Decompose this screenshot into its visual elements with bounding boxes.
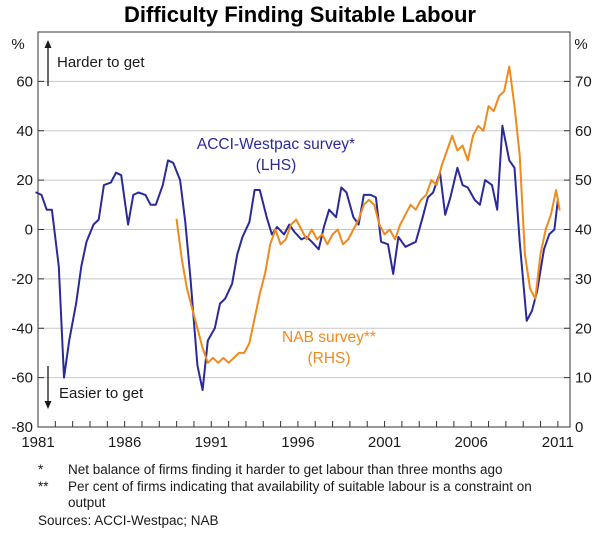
left-tick-label: -20: [11, 271, 33, 288]
left-axis-unit: %: [11, 36, 24, 53]
nab-series-line: [175, 65, 561, 364]
nab-series-label: NAB survey**: [282, 329, 376, 346]
left-tick-label: -40: [11, 320, 33, 337]
left-tick-label: 60: [16, 73, 33, 90]
axis-ticks: -80 -60 -40 -20 0 20 40 60 0 10 20 30 40 50 60 70 1981 19…: [11, 73, 591, 451]
x-tick-label: 1996: [281, 434, 314, 451]
left-tick-label: -60: [11, 370, 33, 387]
left-tick-label: -80: [11, 419, 33, 436]
nab-series-sublabel: (RHS): [307, 350, 350, 367]
x-tick-label: 1991: [195, 434, 228, 451]
x-tick-label: 1981: [21, 434, 54, 451]
acci-westpac-series-line: [35, 124, 559, 391]
harder-to-get-label: Harder to get: [57, 54, 145, 71]
footnote-1: * Net balance of firms finding it harder…: [38, 462, 598, 478]
right-tick-label: 20: [575, 320, 592, 337]
x-tick-label: 2011: [542, 434, 574, 451]
footnote-1-text: Net balance of firms finding it harder t…: [68, 462, 503, 477]
right-tick-label: 10: [575, 370, 592, 387]
right-axis-unit: %: [574, 36, 587, 53]
sources-note: Sources: ACCI-Westpac; NAB: [38, 513, 219, 528]
left-tick-label: 40: [16, 123, 33, 140]
harder-arrow-icon: [44, 40, 52, 86]
right-tick-label: 70: [575, 73, 592, 90]
right-tick-label: 50: [575, 172, 592, 189]
footnote-2-mark: **: [38, 479, 49, 494]
easier-to-get-label: Easier to get: [59, 385, 144, 402]
acci-series-sublabel: (LHS): [256, 157, 296, 174]
easier-arrow-icon: [44, 366, 52, 409]
x-tick-label: 2001: [368, 434, 401, 451]
x-tick-label: 1986: [108, 434, 141, 451]
x-tick-label: 2006: [455, 434, 488, 451]
chart-title: Difficulty Finding Suitable Labour: [124, 2, 476, 27]
left-tick-label: 0: [25, 222, 33, 239]
footnote-2-text: Per cent of firms indicating that availa…: [68, 479, 532, 510]
acci-series-label: ACCI-Westpac survey*: [197, 136, 355, 153]
footnote-1-mark: *: [38, 462, 44, 477]
right-tick-label: 0: [575, 419, 583, 436]
right-tick-label: 60: [575, 123, 592, 140]
series-lines: [35, 65, 561, 391]
right-tick-label: 40: [575, 222, 592, 239]
footnote-2: ** Per cent of firms indicating that ava…: [38, 479, 598, 511]
grid: [38, 80, 570, 379]
left-tick-label: 20: [16, 172, 33, 189]
right-tick-label: 30: [575, 271, 592, 288]
